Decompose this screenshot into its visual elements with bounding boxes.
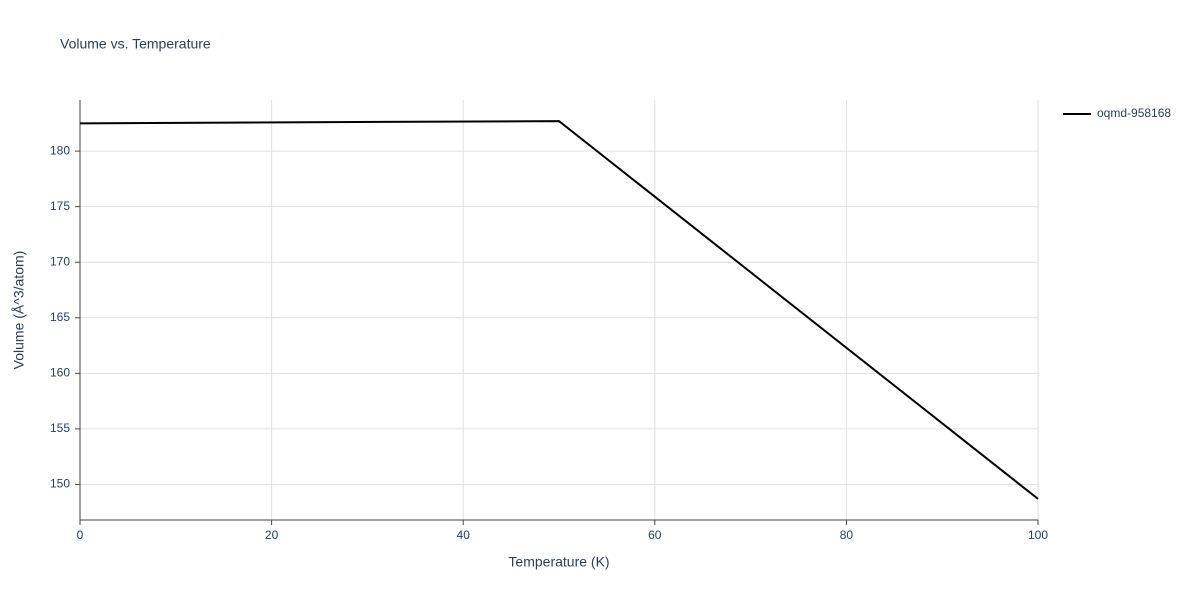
x-tick-label: 100 xyxy=(1028,528,1048,542)
y-tick-label: 180 xyxy=(50,143,70,157)
y-tick-label: 150 xyxy=(50,477,70,491)
x-tick-label: 80 xyxy=(840,528,854,542)
x-tick-label: 20 xyxy=(265,528,279,542)
chart-title: Volume vs. Temperature xyxy=(60,36,211,52)
x-tick-label: 0 xyxy=(77,528,84,542)
data-line xyxy=(79,120,1039,500)
x-tick-label: 40 xyxy=(457,528,471,542)
y-tick-label: 165 xyxy=(50,310,70,324)
legend-label: oqmd-958168 xyxy=(1097,106,1171,120)
y-tick-label: 160 xyxy=(50,366,70,380)
y-tick-label: 175 xyxy=(50,199,70,213)
x-axis-title: Temperature (K) xyxy=(508,554,609,570)
x-tick-label: 60 xyxy=(648,528,662,542)
y-tick-label: 155 xyxy=(50,421,70,435)
y-axis-title: Volume (Å^3/atom) xyxy=(11,251,27,370)
y-tick-label: 170 xyxy=(50,254,70,268)
